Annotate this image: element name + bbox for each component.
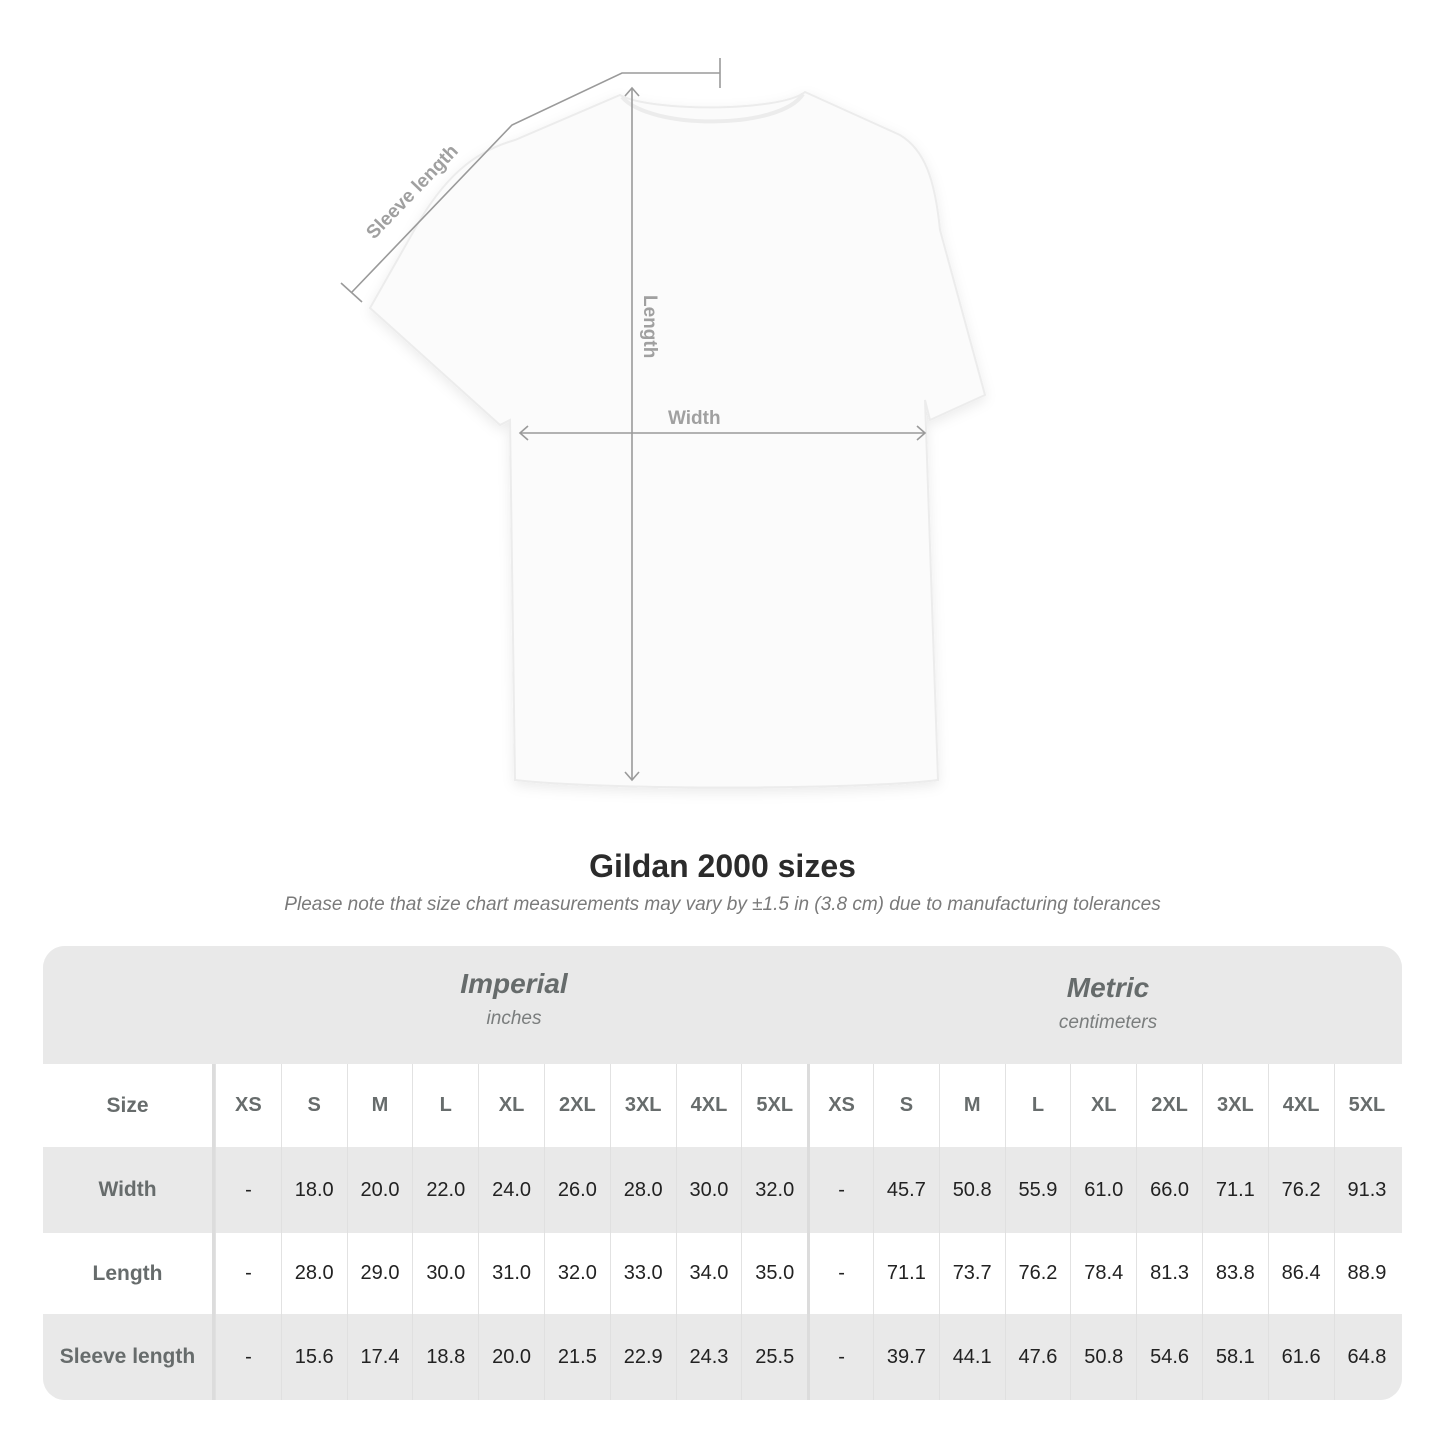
metric-value-cell: 76.2 <box>1004 1233 1071 1314</box>
imperial-value-cell: - <box>215 1233 281 1314</box>
imperial-value-cell: 18.8 <box>412 1314 478 1400</box>
metric-value-cell: 39.7 <box>872 1314 939 1400</box>
size-header-row: Size XS S M L XL 2XL 3XL 4XL 5XL XS S M L XL 2XL 3XL 4XL 5… <box>43 1064 1402 1147</box>
metric-unit: centimeters <box>1058 1012 1158 1033</box>
metric-value-cell: 71.1 <box>1201 1147 1268 1233</box>
size-metric-xs: XS <box>807 1064 873 1147</box>
size-imperial-xs: XS <box>215 1064 281 1147</box>
size-metric-3xl: 3XL <box>1201 1064 1268 1147</box>
metric-value-cell: - <box>807 1147 873 1233</box>
tolerance-note: Please note that size chart measurements… <box>284 894 1161 915</box>
imperial-value-cell: 28.0 <box>609 1147 676 1233</box>
metric-value-cell: 83.8 <box>1201 1233 1268 1314</box>
metric-value-cell: 88.9 <box>1333 1233 1400 1314</box>
imperial-value-cell: 30.0 <box>675 1147 742 1233</box>
metric-value-cell: 50.8 <box>938 1147 1005 1233</box>
row-label: Width <box>43 1147 215 1233</box>
metric-value-cell: 73.7 <box>938 1233 1005 1314</box>
imperial-value-cell: 20.0 <box>478 1314 544 1400</box>
metric-value-cell: 58.1 <box>1201 1314 1268 1400</box>
size-metric-m: M <box>938 1064 1005 1147</box>
size-imperial-4xl: 4XL <box>675 1064 742 1147</box>
size-imperial-m: M <box>346 1064 413 1147</box>
metric-value-cell: 47.6 <box>1004 1314 1071 1400</box>
metric-value-cell: - <box>807 1314 873 1400</box>
metric-value-cell: 71.1 <box>872 1233 939 1314</box>
table-row: Width -18.0 20.0 22.0 24.0 26.0 28.0 30.0 32.0-4… <box>43 1147 1402 1233</box>
imperial-value-cell: 22.9 <box>609 1314 676 1400</box>
imperial-value-cell: 17.4 <box>346 1314 413 1400</box>
metric-value-cell: 54.6 <box>1136 1314 1202 1400</box>
imperial-value-cell: 31.0 <box>478 1233 544 1314</box>
length-label: Length <box>639 295 660 358</box>
imperial-value-cell: 34.0 <box>675 1233 742 1314</box>
size-metric-l: L <box>1004 1064 1071 1147</box>
imperial-value-cell: 15.6 <box>280 1314 347 1400</box>
size-metric-4xl: 4XL <box>1267 1064 1334 1147</box>
imperial-value-cell: 32.0 <box>741 1147 807 1233</box>
collar <box>620 92 805 124</box>
size-label: Size <box>43 1064 215 1147</box>
metric-header: Metric centimeters <box>811 972 1402 1034</box>
size-imperial-l: L <box>412 1064 478 1147</box>
imperial-value-cell: 21.5 <box>543 1314 610 1400</box>
imperial-value-cell: 33.0 <box>609 1233 676 1314</box>
imperial-value-cell: 28.0 <box>280 1233 347 1314</box>
metric-value-cell: 66.0 <box>1136 1147 1202 1233</box>
imperial-header: Imperial inches <box>217 968 811 1030</box>
metric-value-cell: 91.3 <box>1333 1147 1400 1233</box>
imperial-value-cell: 26.0 <box>543 1147 610 1233</box>
metric-value-cell: 81.3 <box>1136 1233 1202 1314</box>
tshirt-image <box>368 90 987 789</box>
row-label: Sleeve length <box>43 1314 215 1400</box>
size-imperial-2xl: 2XL <box>543 1064 610 1147</box>
metric-value-cell: 78.4 <box>1070 1233 1136 1314</box>
metric-value-cell: 61.6 <box>1267 1314 1334 1400</box>
metric-value-cell: 86.4 <box>1267 1233 1334 1314</box>
metric-value-cell: 55.9 <box>1004 1147 1071 1233</box>
size-imperial-3xl: 3XL <box>609 1064 676 1147</box>
metric-title: Metric <box>1066 972 1150 1003</box>
imperial-value-cell: 32.0 <box>543 1233 610 1314</box>
size-metric-xl: XL <box>1070 1064 1136 1147</box>
size-metric-2xl: 2XL <box>1136 1064 1202 1147</box>
imperial-value-cell: - <box>215 1314 281 1400</box>
imperial-value-cell: 24.3 <box>675 1314 742 1400</box>
imperial-value-cell: 20.0 <box>346 1147 413 1233</box>
width-label: Width <box>668 408 721 429</box>
metric-value-cell: 76.2 <box>1267 1147 1334 1233</box>
metric-value-cell: 64.8 <box>1333 1314 1400 1400</box>
imperial-value-cell: 18.0 <box>280 1147 347 1233</box>
imperial-value-cell: 29.0 <box>346 1233 413 1314</box>
metric-value-cell: 61.0 <box>1070 1147 1136 1233</box>
tshirt-diagram: Sleeve length Length Width <box>340 58 987 789</box>
size-metric-s: S <box>872 1064 939 1147</box>
metric-value-cell: 50.8 <box>1070 1314 1136 1400</box>
imperial-value-cell: 22.0 <box>412 1147 478 1233</box>
imperial-value-cell: 24.0 <box>478 1147 544 1233</box>
page-title: Gildan 2000 sizes <box>589 848 856 884</box>
imperial-value-cell: 25.5 <box>741 1314 807 1400</box>
size-imperial-xl: XL <box>478 1064 544 1147</box>
imperial-value-cell: - <box>215 1147 281 1233</box>
unit-header: Imperial inches Metric centimeters <box>43 946 1402 1064</box>
table-row: Sleeve length -15.6 17.4 18.8 20.0 21.5 22.9 24… <box>43 1314 1402 1400</box>
metric-value-cell: - <box>807 1233 873 1314</box>
metric-value-cell: 45.7 <box>872 1147 939 1233</box>
table-row: Length -28.0 29.0 30.0 31.0 32.0 33.0 34.0 35.0-… <box>43 1233 1402 1314</box>
imperial-value-cell: 30.0 <box>412 1233 478 1314</box>
measure-lines <box>340 58 927 782</box>
size-metric-5xl: 5XL <box>1333 1064 1400 1147</box>
size-table: Imperial inches Metric centimeters Size X… <box>43 946 1402 1400</box>
size-imperial-s: S <box>280 1064 347 1147</box>
metric-value-cell: 44.1 <box>938 1314 1005 1400</box>
size-imperial-5xl: 5XL <box>741 1064 807 1147</box>
imperial-title: Imperial <box>460 968 568 999</box>
row-label: Length <box>43 1233 215 1314</box>
imperial-unit: inches <box>486 1008 542 1029</box>
imperial-value-cell: 35.0 <box>741 1233 807 1314</box>
